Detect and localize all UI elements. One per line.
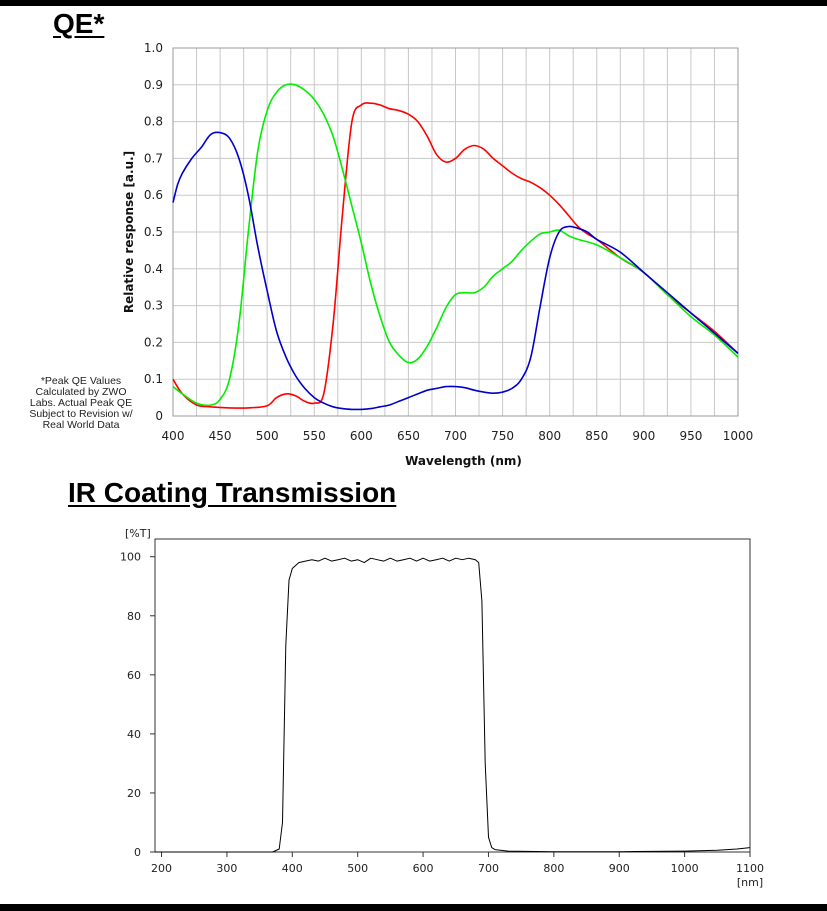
ir-y-tick-label: 20	[127, 787, 141, 800]
ir-chart: 0 20 40 60 80 100 200 300 400 500 600 700 800 900 1000…	[120, 527, 764, 889]
qe-x-tick-label: 550	[303, 429, 326, 443]
qe-x-tick-label: 400	[162, 429, 185, 443]
ir-x-axis-label: [nm]	[737, 876, 763, 889]
ir-y-tick-label: 0	[134, 846, 141, 859]
qe-y-axis-label: Relative response [a.u.]	[122, 151, 136, 313]
page: QE* *Peak QE Values Calculated by ZWO La…	[0, 6, 827, 904]
qe-y-tick-label: 0	[155, 409, 163, 423]
ir-y-tick-label: 80	[127, 610, 141, 623]
ir-y-tick-label: 60	[127, 669, 141, 682]
qe-x-tick-label: 900	[632, 429, 655, 443]
qe-series-line-1	[172, 83, 739, 407]
qe-x-tick-label: 800	[538, 429, 561, 443]
qe-y-tick-label: 1.0	[144, 41, 163, 55]
qe-x-axis-label: Wavelength (nm)	[405, 454, 522, 468]
qe-y-tick-label: 0.5	[144, 225, 163, 239]
ir-x-tick-label: 800	[543, 862, 564, 875]
qe-y-tick-label: 0.2	[144, 335, 163, 349]
ir-x-tick-label: 300	[216, 862, 237, 875]
qe-x-tick-label: 850	[585, 429, 608, 443]
qe-y-tick-label: 0.8	[144, 115, 163, 129]
qe-y-tick-label: 0.3	[144, 299, 163, 313]
qe-x-tick-label: 750	[491, 429, 514, 443]
ir-x-tick-label: 1000	[671, 862, 699, 875]
qe-footnote: *Peak QE Values Calculated by ZWO Labs. …	[29, 375, 133, 431]
qe-y-tick-label: 0.1	[144, 372, 163, 386]
ir-series-line-0	[155, 557, 751, 853]
qe-y-tick-label: 0.6	[144, 188, 163, 202]
ir-y-axis-label: [%T]	[125, 527, 151, 540]
ir-x-tick-label: 900	[609, 862, 630, 875]
qe-x-tick-label: 600	[350, 429, 373, 443]
ir-y-tick-label: 100	[120, 551, 141, 564]
ir-chart-title: IR Coating Transmission	[68, 477, 397, 508]
qe-y-tick-label: 0.7	[144, 151, 163, 165]
ir-x-tick-label: 600	[413, 862, 434, 875]
qe-x-tick-label: 500	[256, 429, 279, 443]
ir-x-tick-label: 500	[347, 862, 368, 875]
qe-x-tick-label: 1000	[723, 429, 754, 443]
qe-chart: 0 0.1 0.2 0.3 0.4 0.5 0.6 0.7 0.8 0.9 1.0 400 450 500…	[122, 41, 754, 468]
ir-x-tick-label: 400	[282, 862, 303, 875]
qe-series-line-2	[172, 131, 739, 411]
ir-x-tick-label: 200	[151, 862, 172, 875]
qe-y-tick-label: 0.9	[144, 78, 163, 92]
qe-chart-title: QE*	[53, 8, 105, 39]
ir-x-tick-label: 700	[478, 862, 499, 875]
ir-plot-frame	[154, 538, 751, 853]
qe-x-tick-label: 650	[397, 429, 420, 443]
ir-y-tick-label: 40	[127, 728, 141, 741]
qe-x-tick-label: 950	[679, 429, 702, 443]
qe-series-line-0	[172, 102, 739, 409]
ir-x-tick-label: 1100	[736, 862, 764, 875]
qe-x-tick-label: 450	[209, 429, 232, 443]
qe-plot-frame	[172, 47, 739, 417]
qe-y-tick-label: 0.4	[144, 262, 163, 276]
qe-x-tick-label: 700	[444, 429, 467, 443]
